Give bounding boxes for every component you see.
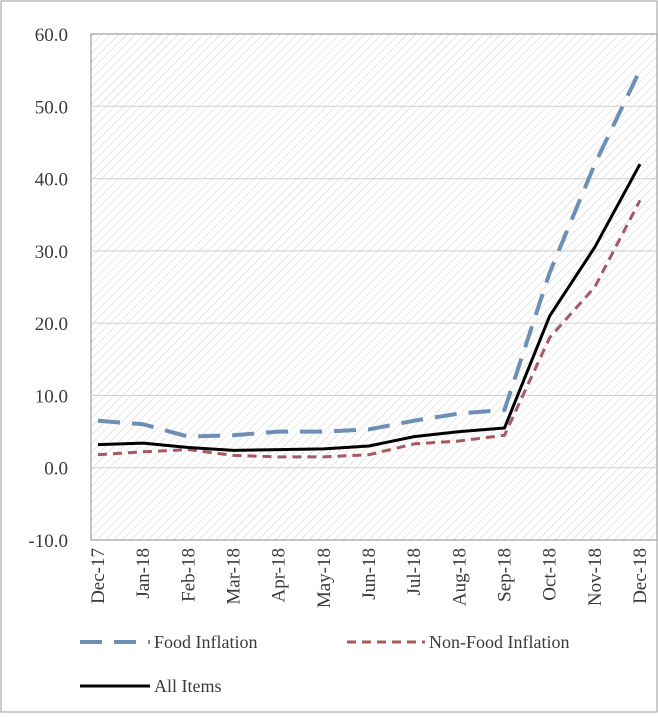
y-tick-label: 30.0 bbox=[35, 242, 68, 263]
x-tick-label: Sep-18 bbox=[495, 548, 516, 602]
x-axis-tick-labels: Dec-17 Jan-18 Feb-18 Mar-18 Apr-18 May-18 Jun-… bbox=[88, 548, 651, 608]
y-tick-label: 20.0 bbox=[35, 314, 68, 335]
x-tick-label: Jul-18 bbox=[404, 548, 425, 596]
x-tick-label: Oct-18 bbox=[540, 548, 561, 601]
x-tick-label: Aug-18 bbox=[449, 548, 470, 606]
legend-label: Non-Food Inflation bbox=[429, 632, 569, 652]
x-tick-label: Dec-17 bbox=[88, 548, 109, 604]
x-tick-label: Apr-18 bbox=[269, 548, 290, 603]
series-line-3 bbox=[97, 163, 642, 452]
legend-label: Food Inflation bbox=[154, 632, 258, 652]
plot-area bbox=[90, 33, 658, 541]
series-lines bbox=[97, 69, 642, 459]
y-tick-label: 50.0 bbox=[35, 97, 68, 118]
legend: Food Inflation Non-Food Inflation All Item… bbox=[80, 632, 569, 696]
x-tick-label: Dec-18 bbox=[630, 548, 651, 604]
y-tick-label: 40.0 bbox=[35, 170, 68, 191]
x-tick-label: May-18 bbox=[314, 548, 335, 608]
y-tick-label: 10.0 bbox=[35, 386, 68, 407]
legend-label: All Items bbox=[154, 676, 222, 696]
x-tick-label: Jan-18 bbox=[133, 548, 154, 599]
y-tick-label: 60.0 bbox=[35, 25, 68, 46]
x-tick-label: Mar-18 bbox=[224, 548, 245, 605]
y-tick-label: -10.0 bbox=[28, 531, 68, 552]
y-tick-label: 0.0 bbox=[44, 459, 68, 480]
x-tick-label: Nov-18 bbox=[585, 548, 606, 606]
x-tick-label: Jun-18 bbox=[359, 548, 380, 600]
gridlines bbox=[91, 105, 657, 469]
series-line-1 bbox=[97, 69, 642, 439]
y-axis-tick-labels: -10.0 0.0 10.0 20.0 30.0 40.0 50.0 60.0 bbox=[28, 25, 68, 552]
x-tick-label: Feb-18 bbox=[178, 548, 199, 602]
series-line-2 bbox=[97, 199, 642, 459]
